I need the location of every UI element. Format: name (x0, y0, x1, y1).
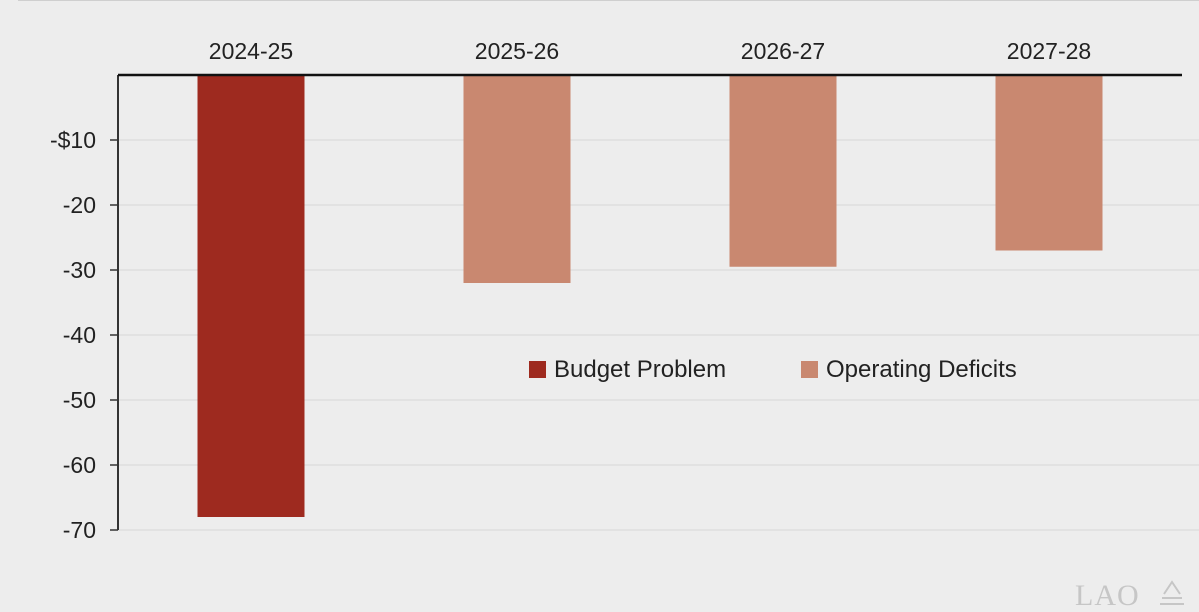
y-tick-label: -20 (63, 192, 96, 218)
y-tick-label: -70 (63, 517, 96, 543)
bar-operating-deficits (995, 75, 1103, 251)
legend-swatch (801, 361, 818, 378)
x-category-label: 2024-25 (209, 38, 293, 64)
legend-swatch (529, 361, 546, 378)
axes (110, 73, 1182, 531)
x-category-label: 2025-26 (475, 38, 559, 64)
legend-label: Operating Deficits (826, 356, 1017, 383)
lao-logo-text: LAO (1075, 579, 1140, 612)
x-category-label: 2027-28 (1007, 38, 1091, 64)
y-tick-label: -50 (63, 387, 96, 413)
y-tick-label: -40 (63, 322, 96, 348)
tick-labels: -$10 -20 -30 -40 -50 -60 -70 2024-25 2025-26 2026… (50, 38, 1091, 543)
x-category-label: 2026-27 (741, 38, 825, 64)
bars (197, 75, 1103, 517)
lao-logo-mark-icon (1160, 580, 1184, 605)
bar-budget-problem (197, 75, 305, 517)
bar-operating-deficits (463, 75, 571, 283)
bar-operating-deficits (729, 75, 837, 267)
legend-label: Budget Problem (554, 356, 726, 383)
y-tick-label: -30 (63, 257, 96, 283)
y-tick-label: -60 (63, 452, 96, 478)
lao-logo: LAO (1075, 579, 1184, 612)
legend: Budget Problem Operating Deficits (529, 356, 1017, 383)
y-tick-label: -$10 (50, 127, 96, 153)
